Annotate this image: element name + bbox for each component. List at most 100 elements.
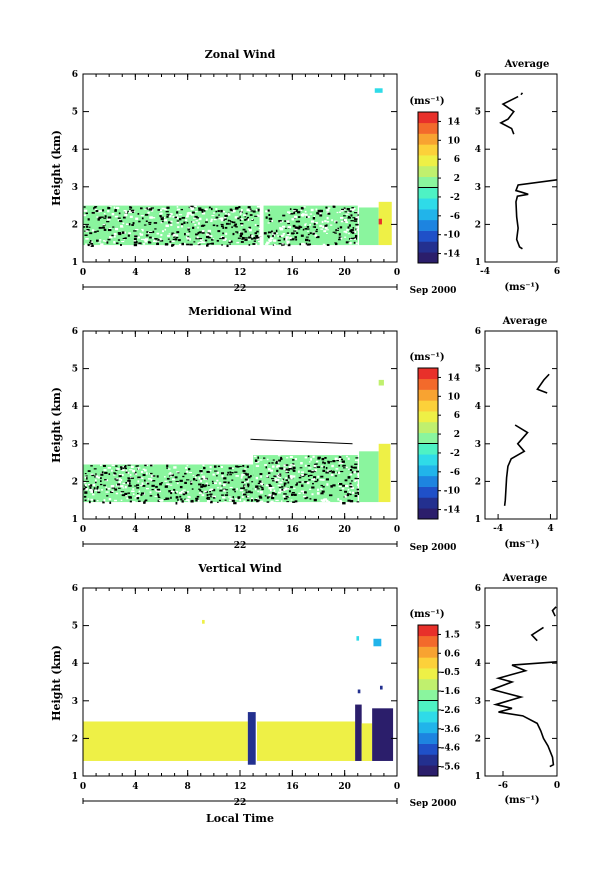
contour-speck xyxy=(139,233,144,236)
contour-speck xyxy=(150,209,154,212)
contour-speck xyxy=(95,473,97,475)
contour-speck xyxy=(133,241,137,244)
data-block xyxy=(355,704,362,761)
contour-speck xyxy=(354,477,357,480)
contour-speck xyxy=(248,226,251,230)
contour-speck xyxy=(291,238,295,241)
data-block xyxy=(378,201,392,246)
contour-speck xyxy=(176,208,180,211)
contour-speck xyxy=(251,218,253,221)
contour-speck xyxy=(107,228,112,232)
contour-speck xyxy=(198,208,202,211)
contour-speck xyxy=(322,243,326,246)
contour-speck xyxy=(300,490,305,493)
contour-speck xyxy=(193,241,196,243)
contour-speck xyxy=(289,239,293,241)
contour-speck xyxy=(154,488,158,491)
contour-speck xyxy=(247,476,251,479)
contour-speck xyxy=(274,479,278,482)
colorbar-tick-label: -10 xyxy=(444,487,460,497)
contour-speck xyxy=(285,471,290,474)
contour-speck xyxy=(234,223,238,226)
contour-speck xyxy=(287,476,290,479)
contour-speck xyxy=(290,486,293,489)
contour-speck xyxy=(102,209,105,212)
contour-speck xyxy=(140,470,144,473)
contour-speck xyxy=(294,215,297,218)
contour-speck xyxy=(179,485,183,489)
contour-speck xyxy=(257,240,262,243)
contour-speck xyxy=(248,209,252,212)
contour-speck xyxy=(165,224,169,228)
contour-speck xyxy=(157,209,161,211)
contour-speck xyxy=(346,228,349,231)
contour-speck xyxy=(350,484,353,486)
contour-speck xyxy=(101,226,105,229)
contour-speck xyxy=(195,233,198,236)
colorbar-swatch xyxy=(418,668,438,680)
contour-speck xyxy=(353,212,358,214)
contour-speck xyxy=(200,479,202,483)
contour-speck xyxy=(245,237,248,239)
y-tick-label: 1 xyxy=(72,772,78,782)
contour-speck xyxy=(217,501,219,503)
contour-speck xyxy=(201,208,204,212)
contour-speck xyxy=(159,213,163,215)
contour-speck xyxy=(300,209,303,212)
contour-speck xyxy=(337,227,339,230)
contour-speck xyxy=(120,492,123,494)
contour-speck xyxy=(137,494,141,497)
average-x-tick-label: -6 xyxy=(498,781,508,791)
contour-speck xyxy=(234,207,239,210)
contour-speck xyxy=(151,484,155,487)
contour-speck xyxy=(246,217,249,221)
data-block xyxy=(247,712,256,765)
contour-speck xyxy=(261,488,264,491)
contour-speck xyxy=(175,234,179,237)
contour-speck xyxy=(231,467,235,469)
contour-speck xyxy=(211,238,214,241)
contour-speck xyxy=(242,464,245,467)
contour-speck xyxy=(334,232,337,234)
colorbar-tick-label: 14 xyxy=(447,117,460,127)
contour-speck xyxy=(199,239,203,241)
average-y-tick-label: 5 xyxy=(475,622,481,632)
contour-speck xyxy=(232,496,235,499)
colorbar-swatch xyxy=(418,689,438,701)
contour-speck xyxy=(90,241,93,243)
contour-speck xyxy=(190,205,194,208)
contour-speck xyxy=(252,243,256,245)
contour-speck xyxy=(129,210,132,212)
contour-speck xyxy=(269,240,272,243)
colorbar-swatch xyxy=(418,678,438,691)
contour-speck xyxy=(201,241,204,243)
contour-speck xyxy=(338,462,342,464)
contour-speck xyxy=(250,475,252,478)
contour-speck xyxy=(245,496,248,498)
contour-speck xyxy=(313,476,317,479)
contour-speck xyxy=(150,207,154,209)
contour-speck xyxy=(171,244,174,247)
contour-speck xyxy=(305,238,309,242)
contour-speck xyxy=(324,498,328,501)
contour-speck xyxy=(151,480,156,482)
contour-speck xyxy=(148,208,153,211)
data-block xyxy=(83,205,262,248)
contour-speck xyxy=(265,466,268,469)
contour-speck xyxy=(265,210,269,213)
contour-speck xyxy=(83,487,86,490)
contour-speck xyxy=(173,236,176,238)
contour-speck xyxy=(196,474,200,476)
contour-speck xyxy=(107,216,112,219)
contour-speck xyxy=(286,232,289,234)
contour-speck xyxy=(338,485,342,488)
contour-speck xyxy=(324,226,328,229)
y-tick-label: 4 xyxy=(72,659,78,669)
contour-speck xyxy=(282,214,286,217)
contour-speck xyxy=(213,218,217,221)
contour-speck xyxy=(187,236,190,238)
contour-speck xyxy=(247,228,251,230)
contour-speck xyxy=(339,470,344,473)
contour-speck xyxy=(212,473,215,476)
contour-speck xyxy=(310,471,314,473)
